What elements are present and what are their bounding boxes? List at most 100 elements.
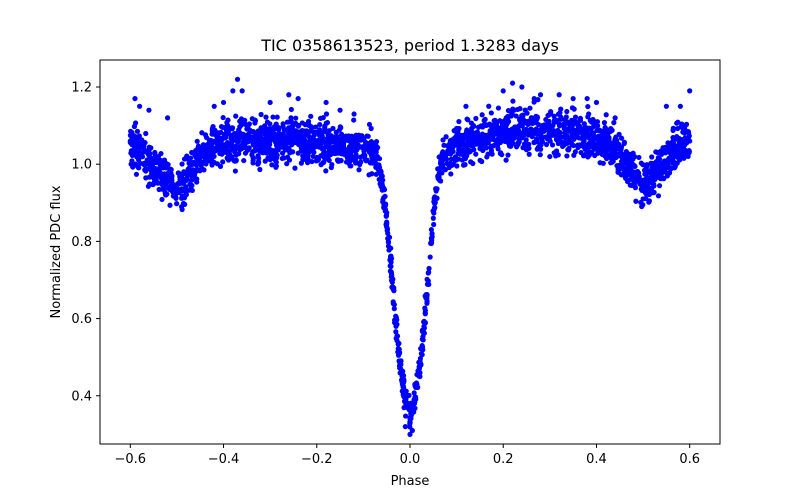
data-point xyxy=(632,163,638,170)
data-point xyxy=(164,115,171,121)
data-point xyxy=(435,173,441,179)
data-point xyxy=(427,254,433,260)
data-point xyxy=(570,95,576,102)
data-point xyxy=(551,113,557,119)
data-point xyxy=(557,129,563,136)
data-point xyxy=(280,121,286,127)
data-point xyxy=(194,176,200,182)
data-point xyxy=(152,176,158,182)
data-point xyxy=(491,142,498,148)
data-point xyxy=(500,88,506,94)
data-point xyxy=(143,130,149,137)
data-point xyxy=(155,169,161,175)
data-point xyxy=(614,163,620,169)
data-point xyxy=(136,165,142,171)
data-point xyxy=(174,188,180,194)
data-point xyxy=(479,112,485,118)
data-point xyxy=(626,163,632,169)
data-point xyxy=(535,144,541,150)
data-point xyxy=(613,154,619,161)
data-point xyxy=(380,197,386,203)
data-point xyxy=(273,164,279,170)
data-point xyxy=(368,125,374,132)
data-points xyxy=(127,76,693,437)
x-tick-label: −0.4 xyxy=(208,452,240,467)
data-point xyxy=(627,182,633,188)
data-point xyxy=(313,124,319,130)
data-point xyxy=(585,103,591,110)
data-point xyxy=(609,142,615,148)
data-point xyxy=(465,139,471,145)
data-point xyxy=(164,161,170,167)
data-point xyxy=(250,134,256,140)
data-point xyxy=(231,157,237,163)
data-point xyxy=(288,115,294,121)
data-point xyxy=(395,341,401,347)
data-point xyxy=(353,135,360,141)
data-point xyxy=(510,98,516,104)
data-point xyxy=(351,117,357,123)
data-point xyxy=(435,166,441,172)
data-point xyxy=(246,133,252,139)
data-point xyxy=(173,195,179,201)
data-point xyxy=(146,107,152,113)
data-point xyxy=(539,139,546,145)
data-point xyxy=(252,118,258,124)
data-point xyxy=(655,149,661,156)
data-point xyxy=(640,180,646,187)
data-point xyxy=(672,163,678,170)
data-point xyxy=(214,140,220,146)
data-point xyxy=(649,185,655,191)
data-point xyxy=(393,329,399,335)
data-point xyxy=(391,288,397,294)
data-point xyxy=(452,134,458,140)
data-point xyxy=(215,130,221,136)
data-point xyxy=(460,162,467,168)
data-point xyxy=(683,121,690,127)
data-point xyxy=(157,165,163,171)
data-point xyxy=(273,151,279,157)
data-point xyxy=(564,108,570,115)
data-point xyxy=(492,131,498,137)
data-point xyxy=(305,132,311,139)
data-point xyxy=(480,143,486,149)
data-point xyxy=(671,136,677,143)
data-point xyxy=(402,424,408,430)
data-point xyxy=(652,176,658,183)
data-point xyxy=(591,146,597,152)
data-point xyxy=(495,105,502,111)
data-point xyxy=(360,146,366,152)
data-point xyxy=(284,161,290,167)
data-point xyxy=(597,127,603,133)
data-point xyxy=(428,240,434,247)
data-point xyxy=(167,167,173,173)
data-point xyxy=(220,99,227,106)
data-point xyxy=(317,115,324,121)
data-point xyxy=(531,95,537,102)
data-point xyxy=(323,168,329,174)
data-point xyxy=(565,135,571,142)
data-point xyxy=(672,160,678,166)
data-point xyxy=(298,148,304,154)
data-point xyxy=(366,121,373,128)
data-point xyxy=(545,112,551,119)
data-point xyxy=(523,126,530,133)
data-point xyxy=(378,171,384,177)
x-tick-label: 0.2 xyxy=(493,452,514,467)
data-point xyxy=(356,167,362,173)
data-point xyxy=(465,117,471,123)
y-tick-label: 0.6 xyxy=(71,312,92,327)
data-point xyxy=(584,95,590,102)
data-point xyxy=(292,165,298,171)
data-point xyxy=(149,170,155,176)
data-point xyxy=(505,152,511,158)
data-point xyxy=(687,88,693,94)
data-point xyxy=(651,181,657,187)
data-point xyxy=(686,133,692,139)
data-point xyxy=(334,157,341,163)
data-point xyxy=(388,255,394,261)
data-point xyxy=(503,157,509,163)
data-point xyxy=(422,311,428,317)
data-point xyxy=(396,346,402,352)
